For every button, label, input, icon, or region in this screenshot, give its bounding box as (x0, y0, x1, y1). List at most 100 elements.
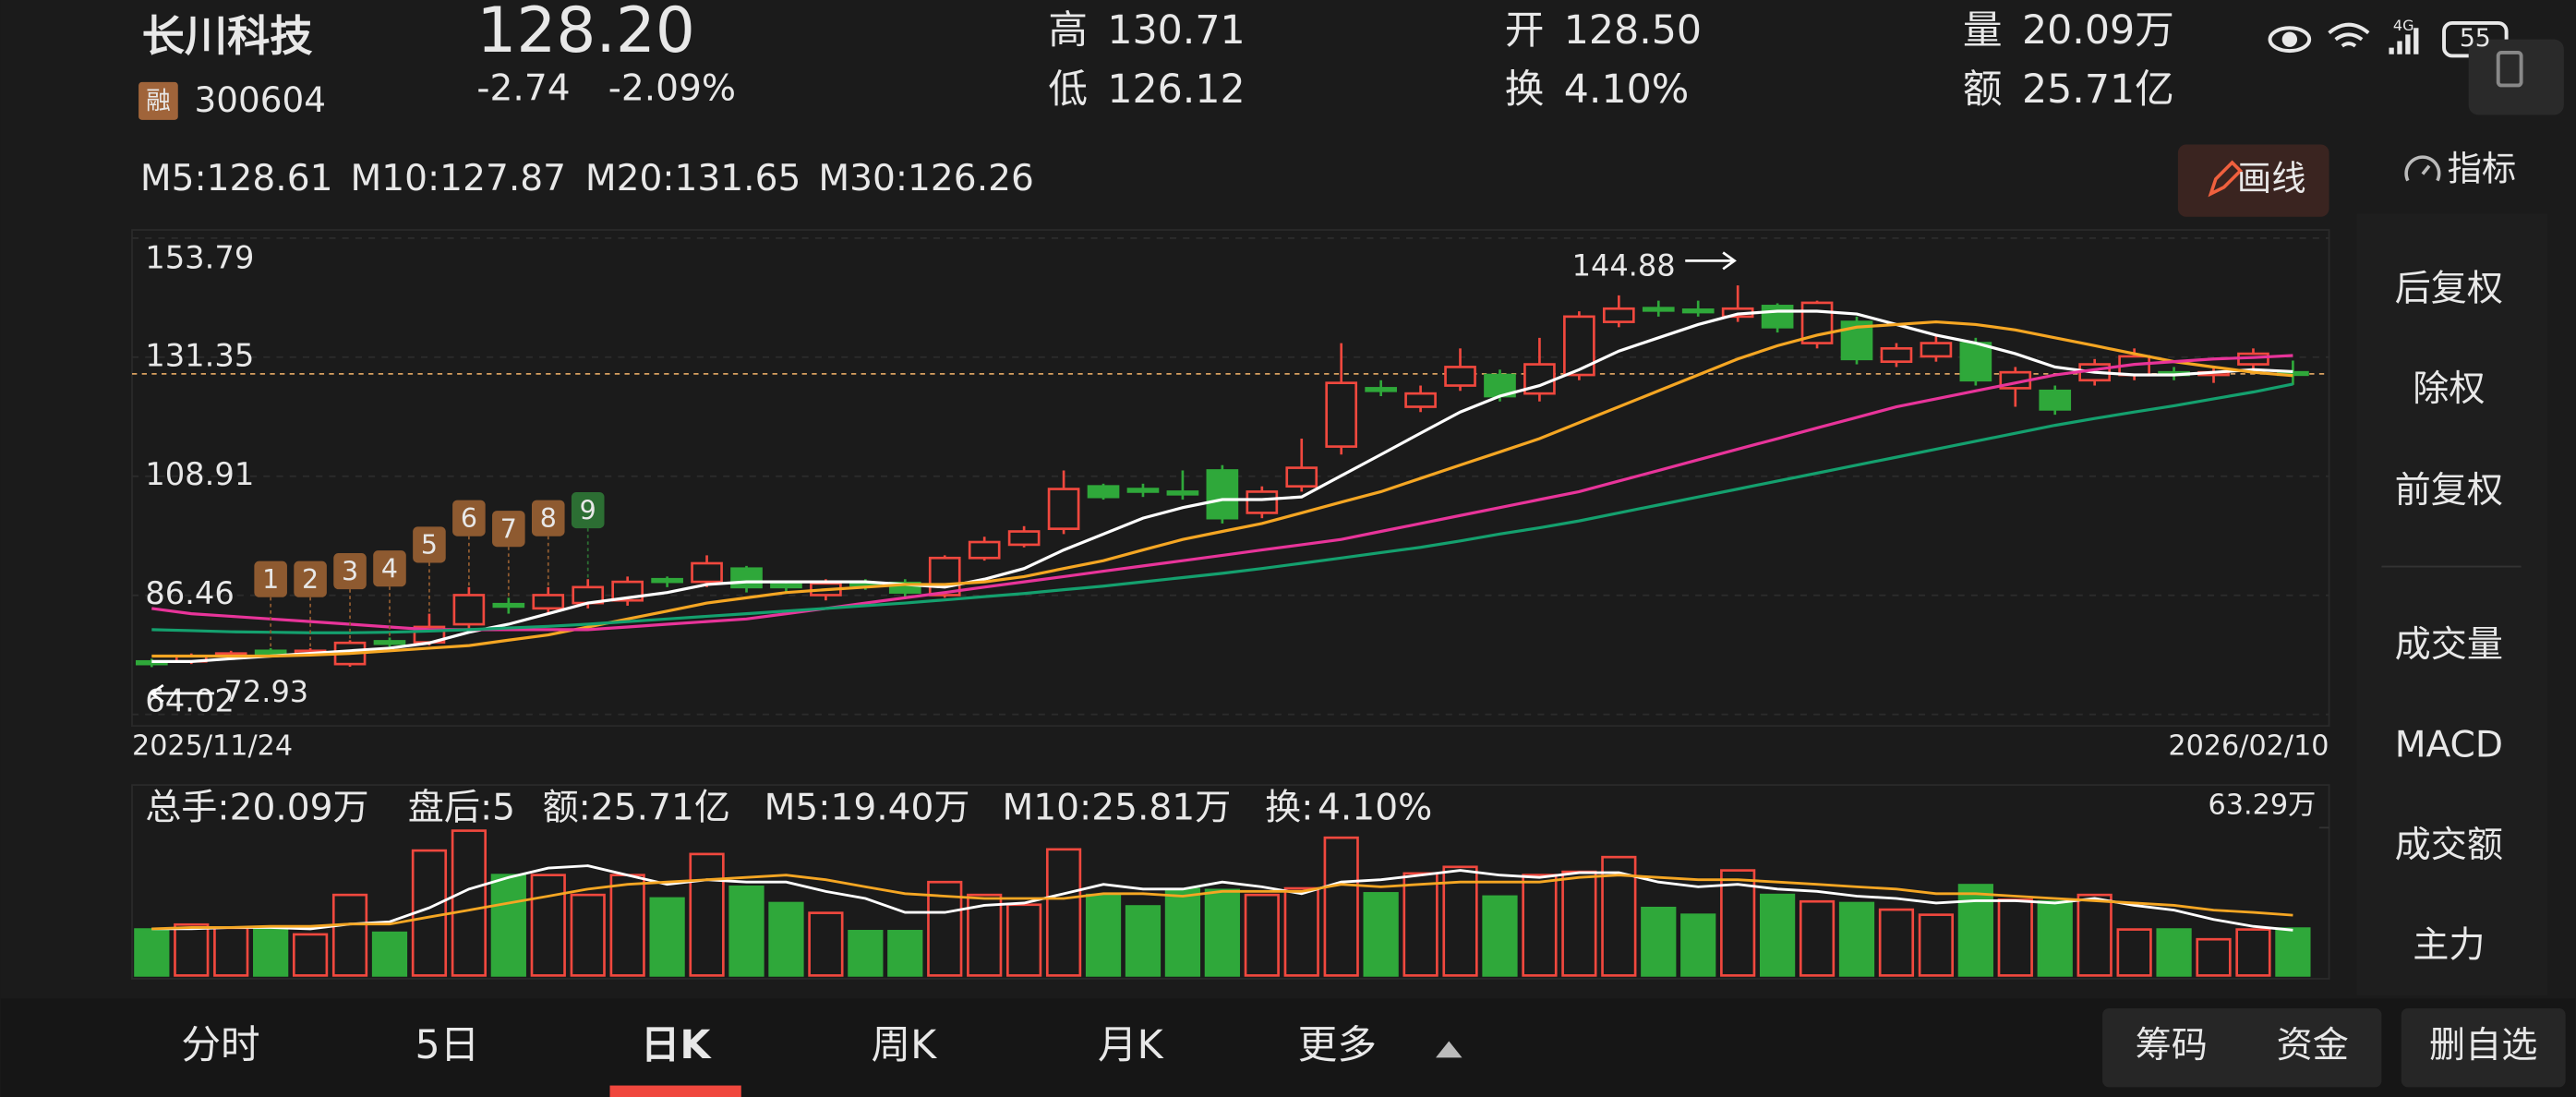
tab[interactable]: 周K (872, 1022, 938, 1068)
stat-label: 换 (1505, 66, 1545, 113)
volume-bar (1997, 898, 2033, 977)
side-menu-item[interactable]: 主力 (2413, 925, 2485, 967)
low-annotation: 72.93 (224, 674, 309, 709)
volume-bar (2235, 928, 2271, 977)
candle-body (651, 577, 683, 584)
change: -2.74 (476, 67, 570, 109)
volume-bar (649, 897, 685, 977)
side-menu-item[interactable]: 前复权 (2395, 470, 2503, 512)
volume-legend: 额:25.71亿 (543, 787, 730, 828)
marker-label: 5 (421, 530, 438, 561)
volume-bar (1283, 886, 1319, 977)
volume-bar (1045, 848, 1082, 977)
volume-bar (1402, 872, 1438, 977)
tool[interactable]: 筹码 (2136, 1025, 2208, 1067)
candle-body (1126, 488, 1160, 493)
stat-value: 25.71亿 (2022, 66, 2174, 113)
ma-line (151, 309, 2293, 663)
battery: 55 (2460, 24, 2491, 53)
volume-bar (1759, 893, 1796, 977)
tool[interactable]: 资金 (2277, 1025, 2349, 1067)
side-menu-item[interactable]: MACD (2395, 725, 2503, 766)
candle-body (1285, 466, 1318, 488)
volume-bar (848, 930, 884, 977)
marker-badge (413, 526, 446, 563)
stat-value: 130.71 (1107, 7, 1245, 54)
volume-bar (1244, 893, 1280, 977)
candle-body (254, 649, 287, 656)
volume-bar (1957, 884, 1993, 977)
volume-bar (1085, 893, 1122, 977)
tab[interactable]: 月K (1098, 1022, 1164, 1068)
candle-body (1007, 530, 1041, 547)
tab[interactable]: 日K (641, 1022, 713, 1068)
volume-tick-label: 63.29万 (2209, 790, 2317, 822)
side-menu-item[interactable]: 成交额 (2395, 825, 2503, 866)
volume-bar (1720, 869, 1756, 977)
stat-label: 高 (1048, 7, 1088, 54)
candle-body (730, 567, 763, 589)
side-menu-item[interactable]: 除权 (2413, 368, 2485, 410)
tab[interactable]: 5日 (415, 1022, 480, 1068)
stock-code: 300604 (195, 79, 327, 120)
gauge-icon (2404, 155, 2441, 182)
volume-bar (1363, 892, 1399, 977)
volume-legend: 总手:20.09万 (145, 787, 368, 828)
volume-bar (2156, 928, 2192, 977)
candle-body (1681, 308, 1715, 314)
marker-badge (531, 500, 565, 536)
marker-badge (294, 561, 327, 597)
volume-bar (1561, 870, 1597, 977)
volume-bar (609, 874, 645, 977)
candle-body (968, 540, 1001, 560)
tool-single (2401, 1007, 2566, 1088)
stat-label: 量 (1963, 7, 2003, 54)
candle-body (691, 561, 723, 584)
candle-body (2039, 389, 2072, 411)
volume-bar (451, 829, 488, 977)
volume-bar (1125, 905, 1162, 977)
tool[interactable]: 删自选 (2429, 1025, 2537, 1067)
stat-label: 额 (1963, 66, 2003, 113)
draw-button[interactable] (2177, 144, 2329, 217)
tab[interactable]: 更多 (1298, 1022, 1377, 1068)
volume-bar (213, 926, 249, 977)
candle-body (1880, 346, 1913, 364)
volume-bar (253, 928, 289, 977)
ma-legend: M10:127.87 (351, 158, 567, 199)
volume-bar (570, 893, 606, 977)
marker-badge (571, 491, 605, 529)
candle-body (1087, 485, 1120, 499)
side-menu-item[interactable]: 成交量 (2395, 624, 2503, 666)
ma-line (151, 382, 2293, 634)
volume-bar (1482, 895, 1518, 977)
volume-bar (1164, 887, 1201, 977)
candle-body (1206, 469, 1239, 520)
volume-bar (331, 893, 368, 977)
volume-bar (1838, 901, 1875, 977)
candle-body (888, 581, 921, 594)
volume-bar (1878, 908, 1915, 977)
volume-bar (1006, 903, 1042, 977)
volume-legend: 换: (1265, 787, 1313, 828)
volume-bar (728, 885, 764, 977)
stat-label: 开 (1505, 7, 1545, 54)
y-tick-label: 86.46 (145, 575, 235, 611)
marker-badge (452, 500, 486, 536)
volume-ma-line (151, 874, 2293, 931)
volume-bar (1799, 899, 1836, 977)
candle-body (1761, 305, 1794, 329)
volume-bar (808, 911, 844, 977)
volume-bar (1442, 865, 1478, 977)
candle-body (1602, 307, 1635, 323)
price-panel (131, 229, 2330, 727)
side-menu-item[interactable]: 后复权 (2395, 268, 2503, 309)
candle-body (1246, 490, 1279, 514)
indicator-button[interactable]: 指标 (2448, 148, 2517, 188)
tab[interactable]: 分时 (181, 1022, 259, 1068)
volume-ma-line (151, 864, 2293, 932)
candle-body (532, 594, 565, 610)
volume-panel (131, 784, 2330, 980)
